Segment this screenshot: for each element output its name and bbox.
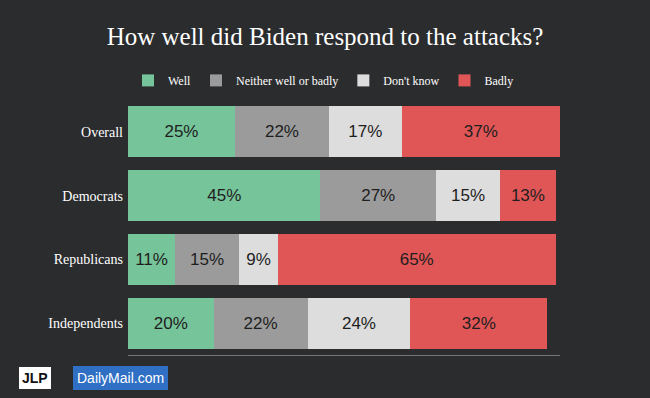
svg-text:22%: 22%	[244, 314, 278, 333]
svg-text:20%: 20%	[154, 314, 188, 333]
svg-text:25%: 25%	[164, 122, 198, 141]
svg-text:32%: 32%	[462, 314, 496, 333]
svg-text:37%: 37%	[464, 122, 498, 141]
svg-text:Democrats: Democrats	[62, 189, 123, 204]
svg-text:65%: 65%	[400, 250, 434, 269]
svg-text:Republicans: Republicans	[54, 252, 123, 267]
svg-text:Don't know: Don't know	[383, 74, 439, 88]
svg-text:Overall: Overall	[81, 125, 123, 140]
svg-text:Badly: Badly	[485, 74, 514, 88]
svg-text:15%: 15%	[190, 250, 224, 269]
svg-text:24%: 24%	[342, 314, 376, 333]
svg-text:JLP: JLP	[22, 370, 48, 386]
svg-text:Neither well or badly: Neither well or badly	[236, 74, 338, 88]
svg-text:How well did Biden respond to: How well did Biden respond to the attack…	[107, 23, 544, 50]
svg-text:17%: 17%	[348, 122, 382, 141]
svg-text:11%: 11%	[135, 250, 168, 269]
svg-text:22%: 22%	[265, 122, 299, 141]
svg-text:15%: 15%	[451, 186, 485, 205]
svg-text:DailyMail.com: DailyMail.com	[77, 370, 164, 386]
svg-text:Well: Well	[168, 74, 191, 88]
svg-text:13%: 13%	[511, 186, 545, 205]
svg-text:9%: 9%	[246, 250, 271, 269]
svg-text:27%: 27%	[361, 186, 395, 205]
svg-text:Independents: Independents	[48, 316, 123, 331]
svg-text:45%: 45%	[207, 186, 241, 205]
